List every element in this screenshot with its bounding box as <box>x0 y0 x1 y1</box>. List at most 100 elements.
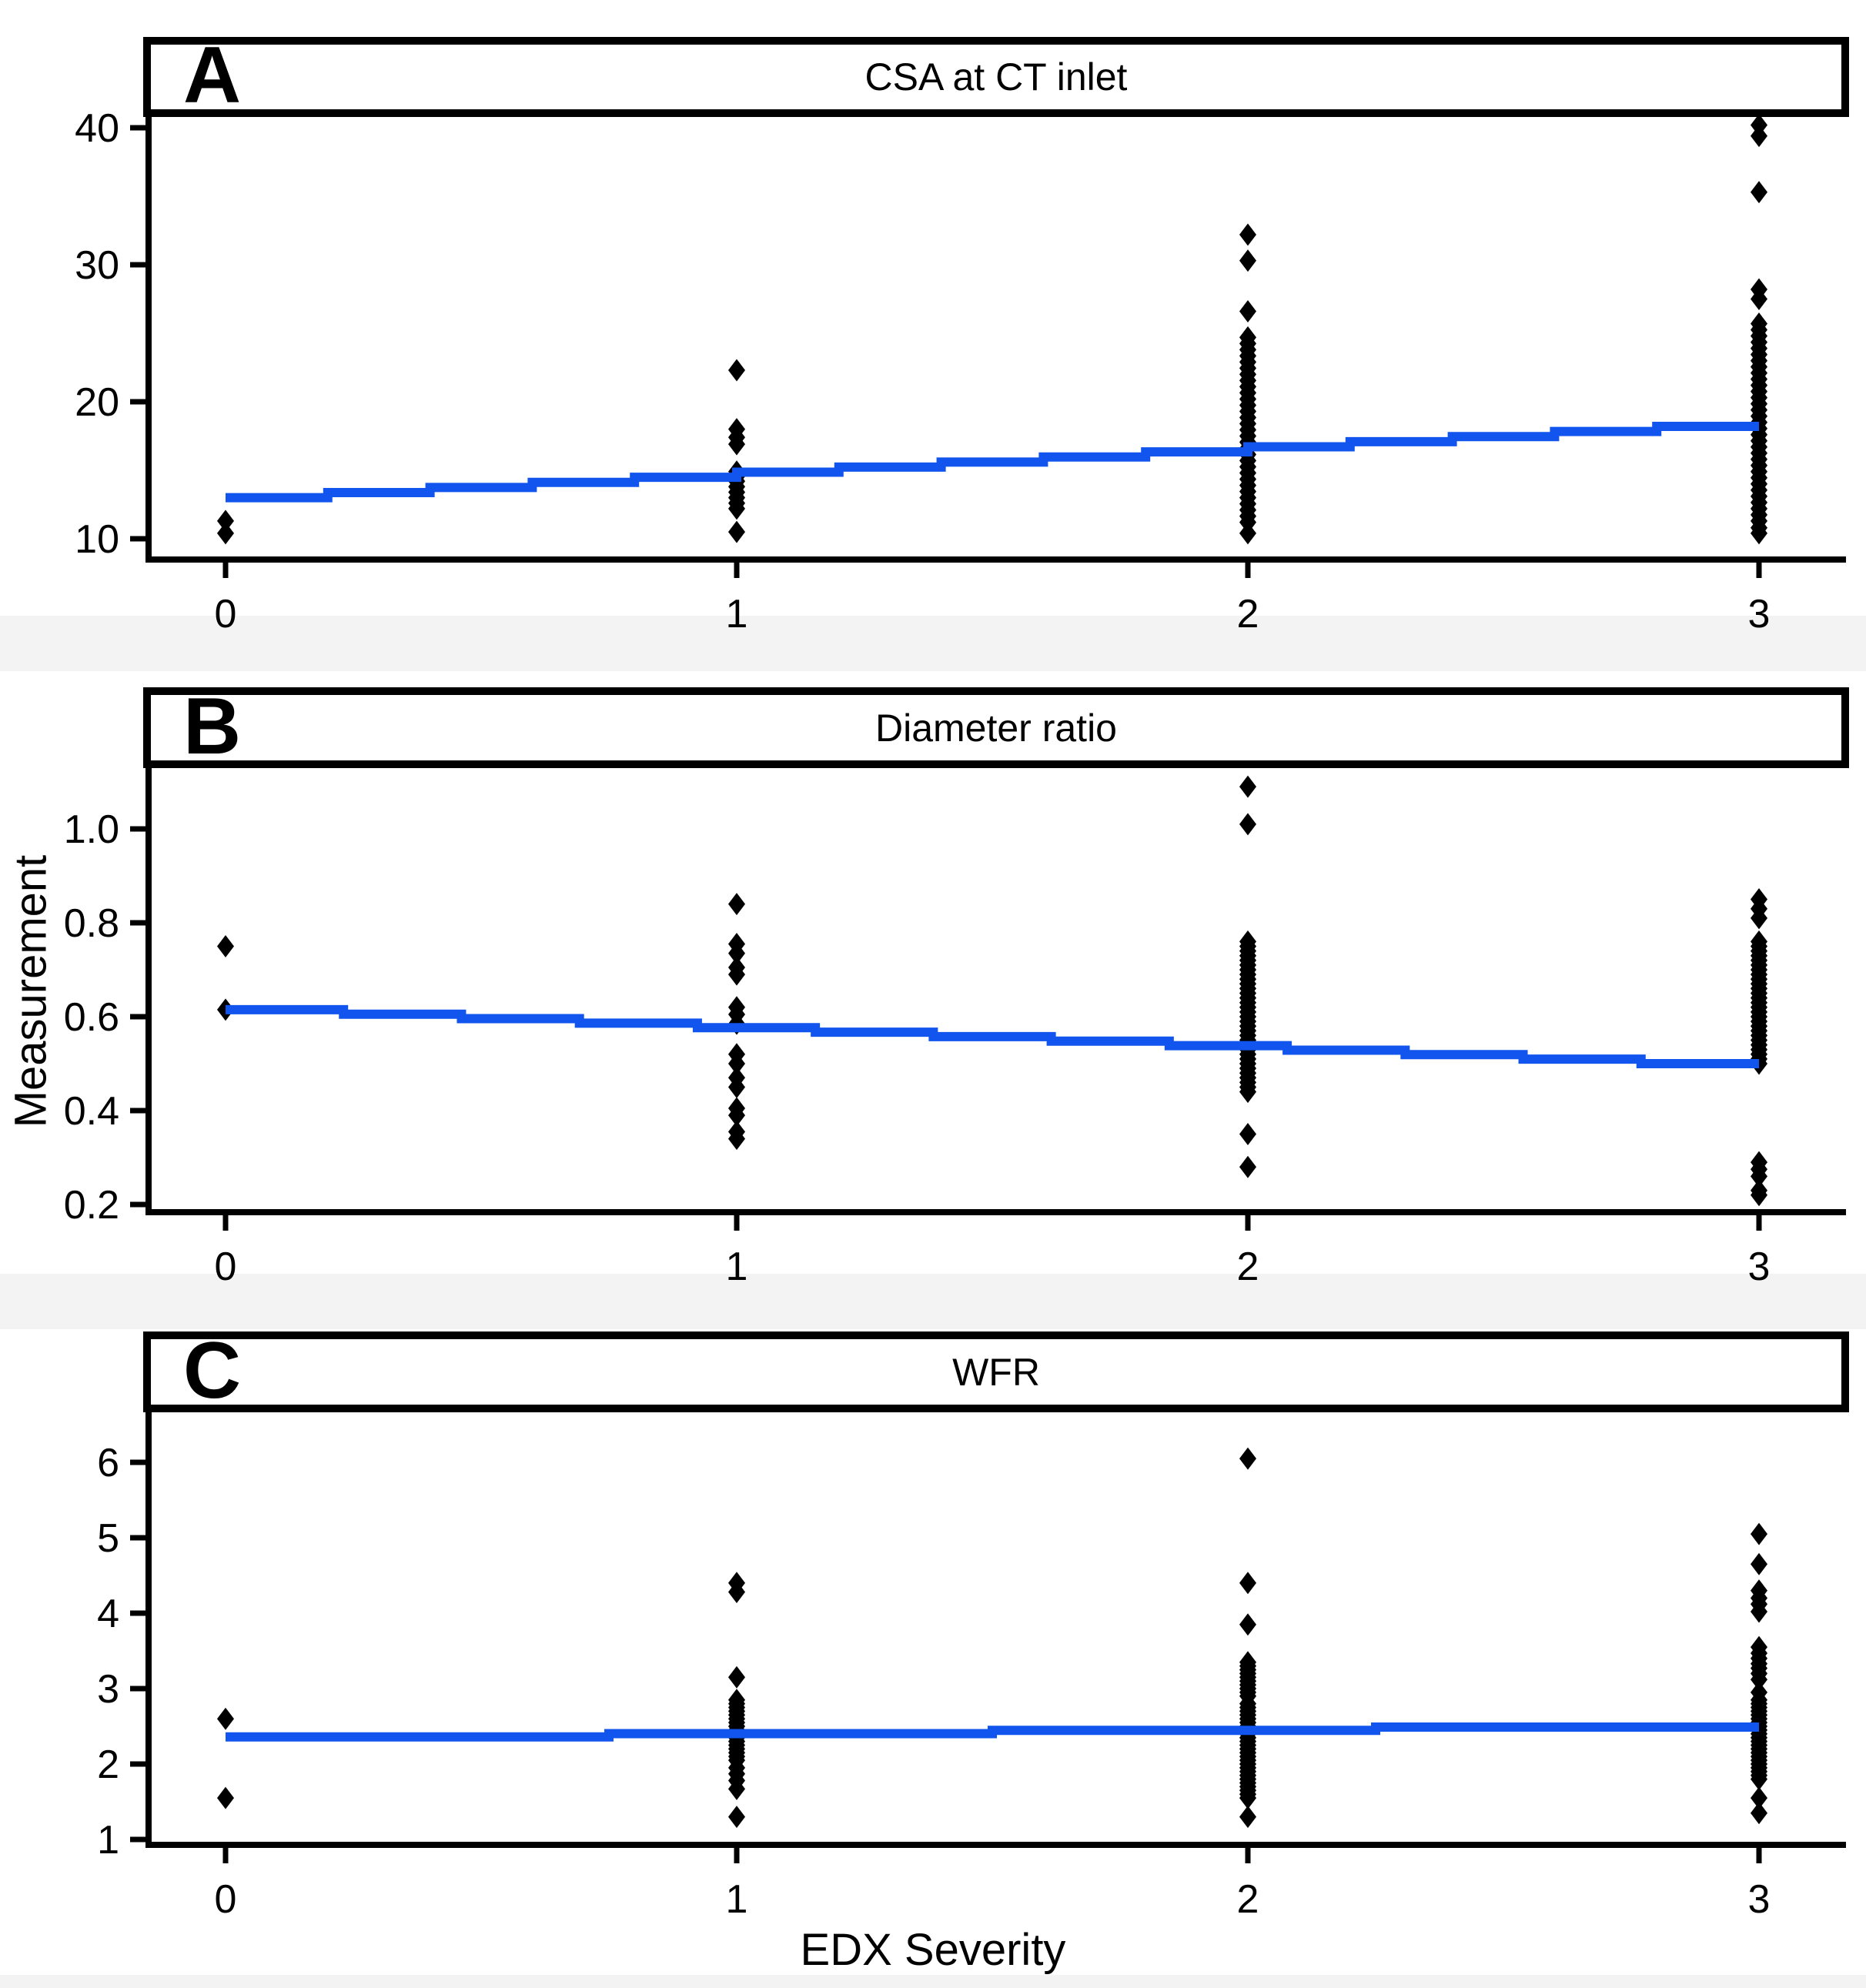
panel-c-letter: C <box>183 1325 242 1415</box>
data-point <box>1751 181 1767 204</box>
data-point <box>1751 125 1767 148</box>
panel-c-title: WFR <box>952 1350 1040 1394</box>
y-tick-label: 10 <box>75 517 119 562</box>
y-tick-label: 2 <box>97 1742 119 1787</box>
panel-b-plot: 0.2 0.4 0.6 0.8 1.0 0 1 2 3 <box>64 768 1846 1289</box>
data-point <box>728 1777 745 1800</box>
data-point <box>1751 1802 1767 1825</box>
y-tick-label: 0.4 <box>64 1089 119 1134</box>
data-point <box>728 893 745 916</box>
data-point <box>1239 1613 1256 1636</box>
data-point <box>1751 1164 1767 1188</box>
y-tick-label: 1.0 <box>64 807 119 852</box>
panel-a-letter: A <box>183 30 242 120</box>
data-point <box>1239 223 1256 246</box>
axis-lines <box>145 1412 1846 1848</box>
data-point <box>1751 1786 1767 1809</box>
data-point <box>1239 1806 1256 1829</box>
panel-a-title: CSA at CT inlet <box>864 55 1128 99</box>
data-point <box>217 1786 234 1809</box>
data-point <box>728 497 745 520</box>
panel-a-title-box: A CSA at CT inlet <box>143 30 1849 120</box>
x-axis-title: EDX Severity <box>800 1925 1066 1975</box>
panel-separator-band-3 <box>0 1975 1866 1988</box>
data-point <box>728 1052 745 1075</box>
data-point <box>728 1666 745 1689</box>
data-point <box>1239 249 1256 272</box>
scatter-points <box>217 113 1767 545</box>
x-tick-label: 0 <box>215 592 237 636</box>
data-point <box>1239 1786 1256 1809</box>
data-point <box>1751 1768 1767 1791</box>
panel-a-plot: 10 20 30 40 0 1 2 3 <box>75 106 1846 636</box>
x-tick-label: 2 <box>1237 1877 1259 1922</box>
y-tick-label: 3 <box>97 1667 119 1712</box>
data-point <box>1751 522 1767 545</box>
panel-c-title-box: C WFR <box>143 1325 1849 1415</box>
y-tick-label: 0.6 <box>64 995 119 1040</box>
panel-b-title: Diameter ratio <box>875 706 1117 750</box>
x-tick-label: 3 <box>1748 1877 1771 1922</box>
scatter-points <box>217 775 1767 1207</box>
x-tick-label: 0 <box>215 1245 237 1289</box>
data-point <box>1239 1155 1256 1178</box>
y-tick-label: 20 <box>75 380 119 425</box>
x-tick-label: 3 <box>1748 592 1771 636</box>
data-point <box>728 1076 745 1098</box>
data-point <box>728 1581 745 1604</box>
y-tick-label: 4 <box>97 1592 119 1636</box>
data-point <box>1751 288 1767 310</box>
x-tick-label: 1 <box>726 1877 748 1922</box>
data-point <box>217 510 234 533</box>
data-point <box>1239 1123 1256 1145</box>
data-point <box>217 935 234 957</box>
x-tick-label: 1 <box>726 1245 748 1289</box>
x-tick-label: 3 <box>1748 1245 1771 1289</box>
data-point <box>1239 1572 1256 1595</box>
panel-b-title-box: B Diameter ratio <box>143 681 1849 771</box>
x-tick-label: 2 <box>1237 1245 1259 1289</box>
x-tick-label: 0 <box>215 1877 237 1922</box>
trend-line <box>226 1722 1759 1742</box>
data-point <box>1239 300 1256 323</box>
x-tick-label: 2 <box>1237 592 1259 636</box>
panel-separator-band-1 <box>0 616 1866 671</box>
data-point <box>728 942 745 965</box>
data-point <box>1751 907 1767 930</box>
data-point <box>728 963 745 986</box>
data-point <box>728 1104 745 1127</box>
data-point <box>728 520 745 543</box>
data-point <box>1239 522 1256 545</box>
data-point <box>1751 1668 1767 1691</box>
y-tick-label: 1 <box>97 1818 119 1863</box>
trend-line <box>226 1004 1759 1068</box>
y-tick-label: 40 <box>75 106 119 151</box>
data-point <box>217 1707 234 1730</box>
data-point <box>728 433 745 456</box>
y-tick-label: 6 <box>97 1441 119 1485</box>
panel-b-letter: B <box>183 681 242 771</box>
data-point <box>728 1128 745 1151</box>
data-point <box>1239 775 1256 798</box>
y-tick-label: 30 <box>75 243 119 288</box>
data-point <box>1239 813 1256 836</box>
trend-line <box>226 422 1759 503</box>
data-point <box>217 522 234 545</box>
y-tick-label: 5 <box>97 1516 119 1561</box>
x-tick-label: 1 <box>726 592 748 636</box>
data-point <box>1751 1552 1767 1575</box>
y-tick-label: 0.2 <box>64 1183 119 1228</box>
data-point <box>1751 1522 1767 1545</box>
panel-separator-band-2 <box>0 1274 1866 1329</box>
y-tick-label: 0.8 <box>64 901 119 946</box>
panel-c-plot: 1 2 3 4 5 6 0 1 2 3 <box>97 1412 1846 1922</box>
data-point <box>728 1806 745 1829</box>
data-point <box>1239 1081 1256 1104</box>
y-axis-title: Measurement <box>5 854 56 1128</box>
data-point <box>1239 1447 1256 1470</box>
axis-lines <box>145 768 1846 1215</box>
data-point <box>1751 1184 1767 1207</box>
data-point <box>728 359 745 382</box>
